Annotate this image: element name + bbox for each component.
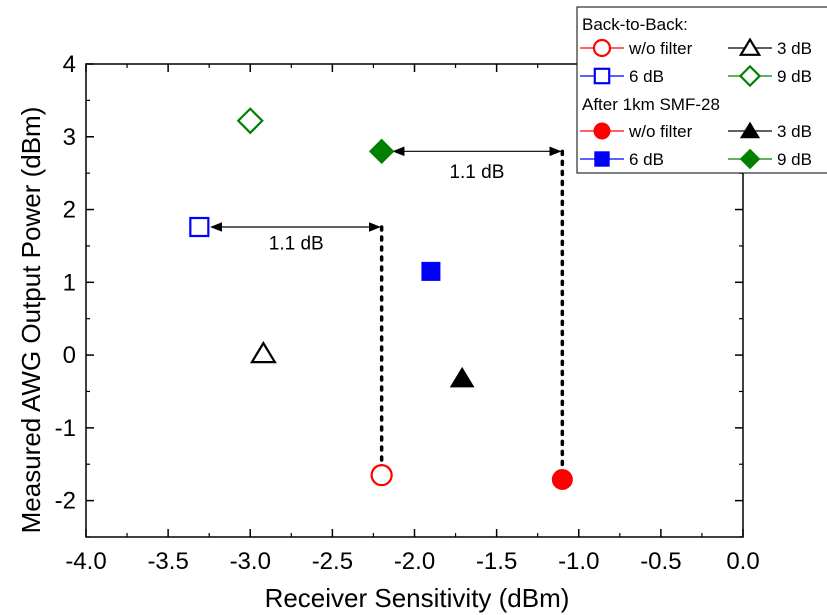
data-point-circle <box>370 464 393 487</box>
x-tick-label: -4.0 <box>65 548 106 575</box>
legend-marker-diamond <box>738 64 762 88</box>
data-point-circle <box>551 469 573 491</box>
legend-box <box>576 6 827 174</box>
legend-entry-label: 9 dB <box>777 150 812 169</box>
legend-marker-triangle <box>738 37 762 56</box>
legend-marker-square <box>594 151 610 167</box>
y-tick-label: 0 <box>63 342 76 369</box>
annotations: 1.1 dB 1.1 dB <box>210 146 565 470</box>
x-tick-label: -1.0 <box>558 548 599 575</box>
legend-entry-label: 6 dB <box>629 150 664 169</box>
legend-marker-square <box>593 67 611 85</box>
data-points <box>189 107 573 491</box>
legend-marker-circle <box>593 122 611 140</box>
data-point-square <box>189 216 210 238</box>
data-point-triangle <box>249 340 277 364</box>
y-tick-label: -2 <box>55 488 76 515</box>
legend-marker-triangle <box>739 121 761 139</box>
data-point-diamond <box>236 107 264 135</box>
legend-group-title: Back-to-Back: <box>582 15 688 34</box>
x-tick-label: -3.5 <box>147 548 188 575</box>
y-tick-label: 1 <box>63 269 76 296</box>
y-axis-label: Measured AWG Output Power (dBm) <box>16 107 46 534</box>
legend-marker-circle <box>592 38 612 58</box>
data-point-square <box>421 261 441 281</box>
x-tick-label: -2.0 <box>394 548 435 575</box>
data-point-diamond <box>368 138 395 165</box>
legend-entry-label: 3 dB <box>777 39 812 58</box>
legend-entry-label: 6 dB <box>629 67 664 86</box>
legend: Back-to-Back: w/o filter 3 dB 6 dB 9 dB After… <box>576 6 827 174</box>
legend-group-title: After 1km SMF-28 <box>582 95 720 114</box>
x-axis-label: Receiver Sensitivity (dBm) <box>265 583 570 613</box>
legend-marker-diamond <box>739 148 761 170</box>
x-tick-label: -2.5 <box>312 548 353 575</box>
annotation-label: 1.1 dB <box>449 162 504 183</box>
legend-entry-label: w/o filter <box>628 122 693 141</box>
annotation-label: 1.1 dB <box>269 234 324 255</box>
x-tick-label: -3.0 <box>230 548 271 575</box>
x-tick-label: 0.0 <box>726 548 759 575</box>
y-tick-label: 2 <box>63 197 76 224</box>
plot-area: -4.0 -3.5 -3.0 -2.5 -2.0 -1.5 -1.0 -0.5 0.0 -2 -1 0… <box>55 51 760 575</box>
x-tick-label: -0.5 <box>640 548 681 575</box>
y-tick-label: 4 <box>63 51 76 78</box>
x-tick-label: -1.5 <box>476 548 517 575</box>
legend-entry-label: 3 dB <box>777 122 812 141</box>
data-point-triangle <box>449 366 475 388</box>
y-tick-label: 3 <box>63 124 76 151</box>
y-tick-label: -1 <box>55 415 76 442</box>
legend-entry-label: 9 dB <box>777 67 812 86</box>
legend-entry-label: w/o filter <box>628 39 693 58</box>
